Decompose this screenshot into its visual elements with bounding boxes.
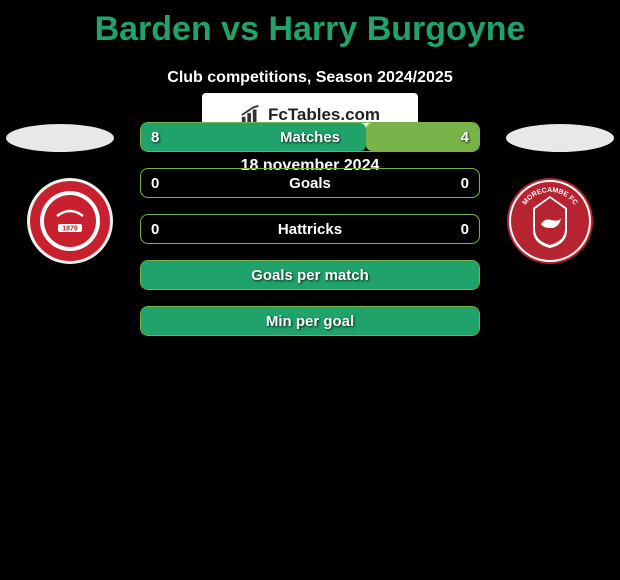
stat-label: Goals	[141, 169, 479, 197]
player-photo-right	[506, 124, 614, 152]
stat-fill-right	[366, 123, 479, 151]
stat-row: 0 0Hattricks	[140, 214, 480, 244]
comparison-subtitle: Club competitions, Season 2024/2025	[0, 69, 620, 87]
club-badge-left: 1879	[27, 178, 113, 264]
stat-label: Hattricks	[141, 215, 479, 243]
swindon-crest-icon: 1879	[27, 178, 113, 264]
stat-value-right: 0	[451, 215, 479, 243]
stat-fill-left	[141, 307, 479, 335]
stat-fill-left	[141, 123, 366, 151]
morecambe-crest-icon: MORECAMBE FC	[507, 178, 593, 264]
stat-row: Goals per match	[140, 260, 480, 290]
svg-text:1879: 1879	[62, 226, 78, 233]
stats-comparison-bars: 84Matches00Goals00HattricksGoals per mat…	[140, 122, 480, 352]
stat-row: 0 0Goals	[140, 168, 480, 198]
stat-row: 84Matches	[140, 122, 480, 152]
club-badge-right: MORECAMBE FC	[507, 178, 593, 264]
stat-row: Min per goal	[140, 306, 480, 336]
player-photo-left	[6, 124, 114, 152]
comparison-title: Barden vs Harry Burgoyne	[0, 0, 620, 49]
stat-value-left: 0	[141, 169, 169, 197]
stat-value-right: 0	[451, 169, 479, 197]
stat-value-left: 0	[141, 215, 169, 243]
stat-fill-left	[141, 261, 479, 289]
